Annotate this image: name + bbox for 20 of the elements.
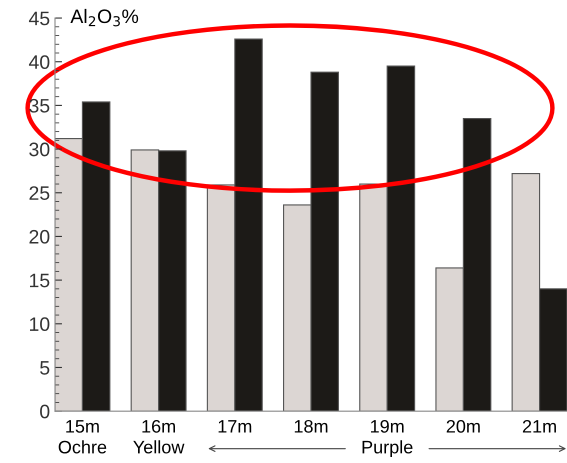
y-tick-label: 10 — [30, 317, 50, 332]
y-tick-label: 45 — [28, 12, 50, 26]
text: Yellow — [133, 440, 184, 454]
y-tick-label: 40 — [28, 55, 50, 69]
y-tick-label: 0 — [40, 404, 50, 418]
y-tick-label: 30 — [29, 142, 50, 156]
x-tick-label: 20m — [446, 420, 480, 433]
y-tick-label: 20 — [29, 230, 50, 244]
y-tick-label: 5 — [40, 361, 50, 375]
text: Ochre — [58, 440, 106, 454]
y-tick-label: 15 — [30, 274, 50, 288]
x-tick-label: 18m — [294, 420, 328, 433]
x-tick-label: 19m — [371, 420, 404, 433]
chart-title: Al$_{2}$O$_{3}$% — [70, 8, 138, 26]
x-tick-label: 21m — [522, 420, 556, 433]
x-tick-label: 17m — [218, 420, 252, 433]
x-tick-label: 15m — [66, 420, 99, 433]
text: Purple — [362, 440, 412, 458]
y-tick-label: 25 — [29, 186, 50, 200]
x-tick-label: 16m — [142, 420, 175, 433]
